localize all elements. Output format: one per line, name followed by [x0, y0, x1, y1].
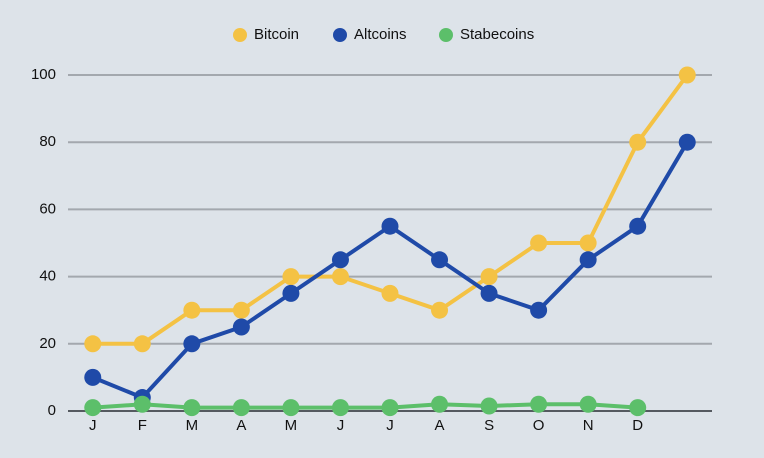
data-point — [480, 268, 498, 286]
data-point — [381, 399, 399, 417]
data-point — [431, 251, 449, 269]
series-line — [92, 141, 689, 400]
data-point — [431, 395, 449, 413]
x-tick-label: A — [236, 417, 246, 434]
data-point — [84, 335, 102, 353]
x-tick-label: A — [435, 417, 445, 434]
data-point — [480, 397, 498, 415]
data-point — [431, 301, 449, 319]
legend-label: Stabecoins — [460, 26, 534, 43]
data-point — [183, 399, 201, 417]
data-point — [381, 284, 399, 302]
x-tick-label: J — [337, 417, 345, 434]
x-tick-label: O — [533, 417, 545, 434]
x-tick-label: S — [484, 417, 494, 434]
legend-label: Altcoins — [354, 26, 407, 43]
data-point — [282, 284, 300, 302]
x-tick-label: D — [632, 417, 643, 434]
data-point — [84, 399, 102, 417]
legend-swatch — [333, 28, 347, 42]
data-point — [530, 301, 548, 319]
data-point — [133, 395, 151, 413]
data-point — [133, 335, 151, 353]
x-tick-label: M — [285, 417, 298, 434]
data-point — [530, 395, 548, 413]
data-point — [629, 399, 647, 417]
data-point — [183, 335, 201, 353]
data-point — [232, 301, 250, 319]
legend-swatch — [233, 28, 247, 42]
y-tick-label: 20 — [39, 335, 56, 352]
y-tick-label: 60 — [39, 200, 56, 217]
data-point — [579, 251, 597, 269]
x-tick-label: J — [89, 417, 97, 434]
data-point — [381, 217, 399, 235]
x-tick-label: M — [186, 417, 199, 434]
data-point — [331, 251, 349, 269]
data-point — [530, 234, 548, 252]
x-tick-label: J — [386, 417, 394, 434]
data-point — [629, 133, 647, 151]
y-tick-label: 80 — [39, 133, 56, 150]
data-point — [183, 301, 201, 319]
data-point — [579, 395, 597, 413]
data-point — [331, 399, 349, 417]
y-tick-label: 40 — [39, 268, 56, 285]
data-point — [629, 217, 647, 235]
data-point — [480, 284, 498, 302]
data-point — [579, 234, 597, 252]
legend-swatch — [439, 28, 453, 42]
legend-label: Bitcoin — [254, 26, 299, 43]
data-point — [331, 268, 349, 286]
data-point — [84, 368, 102, 386]
data-point — [232, 318, 250, 336]
data-point — [282, 268, 300, 286]
series-line — [92, 402, 638, 410]
y-tick-label: 100 — [31, 66, 56, 83]
x-tick-label: N — [583, 417, 594, 434]
x-tick-label: F — [138, 417, 147, 434]
data-point — [232, 399, 250, 417]
y-tick-label: 0 — [48, 402, 56, 419]
data-point — [678, 133, 696, 151]
data-point — [282, 399, 300, 417]
data-point — [678, 66, 696, 84]
